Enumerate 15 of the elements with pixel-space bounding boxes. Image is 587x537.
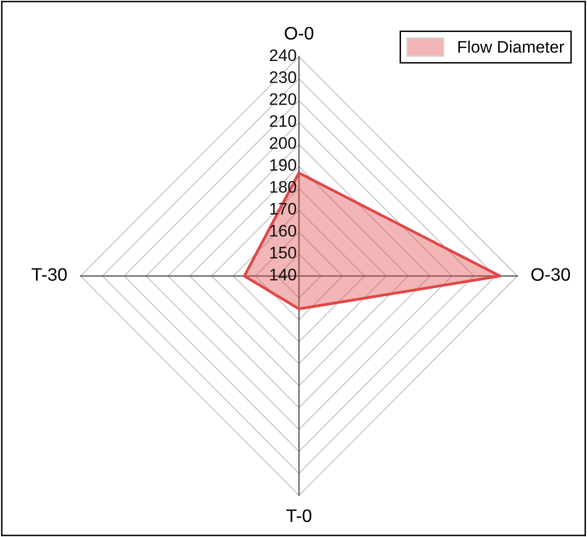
y-tick-label: 220 (270, 93, 296, 106)
y-tick-label: 190 (270, 159, 296, 171)
y-tick-label: 160 (270, 224, 296, 237)
spoke-label: T-0 (286, 509, 312, 522)
y-tick-label: 210 (270, 115, 296, 127)
y-tick-label: 170 (270, 202, 296, 215)
y-tick-label: 150 (270, 246, 296, 259)
spoke-label: T-30 (32, 268, 67, 281)
y-tick-label: 240 (270, 49, 296, 62)
y-tick-label: 230 (270, 71, 296, 84)
spoke-label: O-0 (284, 26, 314, 40)
legend-label: Flow Diameter (458, 40, 564, 53)
spoke-label: O-30 (531, 268, 570, 281)
y-tick-label: 140 (270, 268, 296, 280)
y-tick-label: 200 (270, 137, 296, 149)
